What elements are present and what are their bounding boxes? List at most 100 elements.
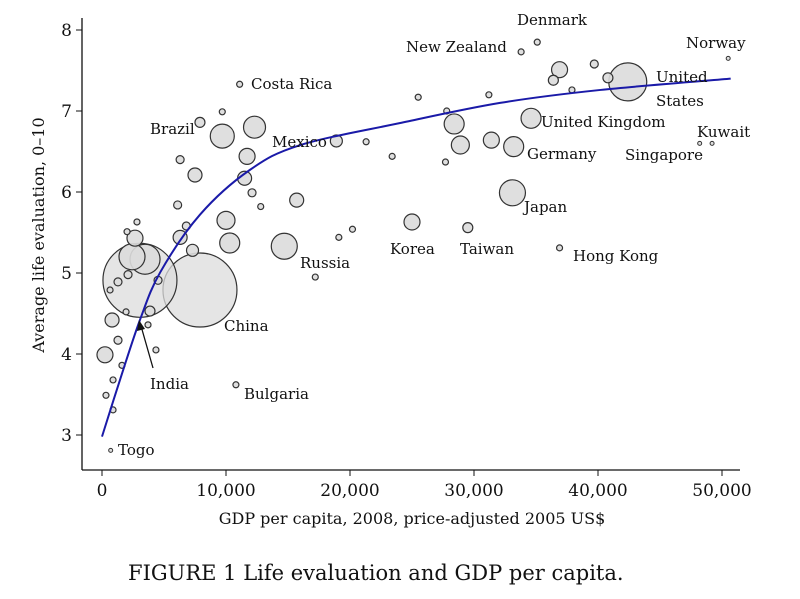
label-taiwan: Taiwan [460, 240, 514, 258]
point [589, 59, 599, 69]
point [123, 228, 131, 236]
label-hong-kong: Hong Kong [573, 247, 659, 265]
y-tick-label: 4 [61, 345, 72, 365]
label-india: India [150, 375, 189, 393]
point-taiwan [462, 222, 474, 234]
point [118, 243, 146, 271]
point [133, 218, 141, 226]
point [123, 270, 133, 280]
point [106, 286, 114, 294]
y-tick-label: 3 [61, 426, 72, 446]
point [550, 61, 569, 79]
x-tick-label: 0 [97, 481, 108, 501]
point-united-kingdom [520, 107, 542, 129]
point [335, 233, 343, 241]
point [216, 210, 236, 230]
point [218, 108, 226, 116]
point [96, 346, 114, 364]
point [144, 305, 156, 317]
point-mexico [242, 115, 267, 139]
label-singapore: Singapore [625, 146, 703, 164]
points-layer [96, 38, 731, 453]
y-axis-label: Average life evaluation, 0–10 [29, 117, 48, 353]
point [109, 376, 117, 384]
point-hong-kong [555, 244, 564, 252]
y-tick-label: 5 [61, 264, 72, 284]
point [113, 277, 123, 287]
x-tick-label: 50,000 [692, 481, 751, 501]
point [443, 113, 465, 135]
india-arrow-head [137, 320, 145, 331]
label-norway: Norway [686, 34, 746, 52]
y-tick-label: 8 [61, 21, 72, 41]
point [257, 202, 265, 211]
point [194, 116, 206, 128]
point [329, 134, 343, 148]
label-mexico: Mexico [272, 133, 327, 151]
point [173, 200, 183, 210]
label-china: China [224, 317, 269, 335]
y-tick-label: 7 [61, 102, 72, 122]
country-labels: Denmark New Zealand Norway United States Cost… [118, 11, 750, 459]
point-togo [108, 447, 114, 453]
point-denmark [533, 38, 541, 46]
point-singapore [697, 140, 703, 146]
point-kuwait [709, 140, 715, 146]
point [247, 188, 257, 198]
point [414, 93, 422, 101]
label-bulgaria: Bulgaria [244, 385, 309, 403]
point [388, 152, 396, 160]
point [485, 91, 493, 99]
point-norway [725, 55, 731, 61]
point-costa-rica [236, 80, 244, 88]
point [547, 74, 559, 86]
point [219, 232, 241, 254]
x-tick-label: 10,000 [196, 481, 255, 501]
point [185, 243, 200, 257]
point [311, 273, 319, 281]
label-brazil: Brazil [150, 120, 195, 138]
point [238, 147, 256, 165]
point-new-zealand [517, 48, 525, 56]
point [187, 167, 203, 183]
x-tick-label: 40,000 [568, 481, 627, 501]
point [144, 321, 152, 329]
label-new-zealand: New Zealand [406, 38, 507, 56]
label-costa-rica: Costa Rica [251, 75, 332, 93]
point [289, 192, 305, 208]
figure-caption: FIGURE 1 Life evaluation and GDP per cap… [128, 561, 624, 585]
point-germany [503, 136, 525, 158]
label-united: United [656, 68, 708, 86]
label-kuwait: Kuwait [697, 123, 750, 141]
label-togo: Togo [118, 441, 155, 459]
point [348, 225, 357, 233]
x-tick-label: 30,000 [444, 481, 503, 501]
label-denmark: Denmark [517, 11, 588, 29]
point [482, 131, 500, 149]
x-axis-label: GDP per capita, 2008, price-adjusted 200… [219, 509, 606, 528]
point [175, 155, 185, 165]
india-arrow [140, 325, 154, 369]
point [152, 346, 160, 354]
axes: 3 4 5 6 7 8 0 10,000 20,000 30,000 40,000 50,000 [61, 18, 752, 501]
y-tick-label: 6 [61, 183, 72, 203]
point [113, 335, 123, 345]
point [450, 135, 470, 155]
label-japan: Japan [522, 198, 568, 216]
point-russia [270, 232, 298, 260]
point-bulgaria [232, 381, 240, 389]
point-brazil [209, 123, 235, 149]
point [362, 138, 370, 146]
label-russia: Russia [300, 254, 350, 272]
point-korea [403, 213, 421, 231]
point-united-states [608, 62, 648, 102]
point [602, 72, 614, 84]
label-germany: Germany [527, 145, 597, 163]
fit-curve [101, 77, 731, 437]
label-states: States [656, 92, 704, 110]
point-japan [498, 179, 527, 207]
point [441, 158, 450, 166]
point [126, 229, 144, 247]
x-tick-label: 20,000 [320, 481, 379, 501]
